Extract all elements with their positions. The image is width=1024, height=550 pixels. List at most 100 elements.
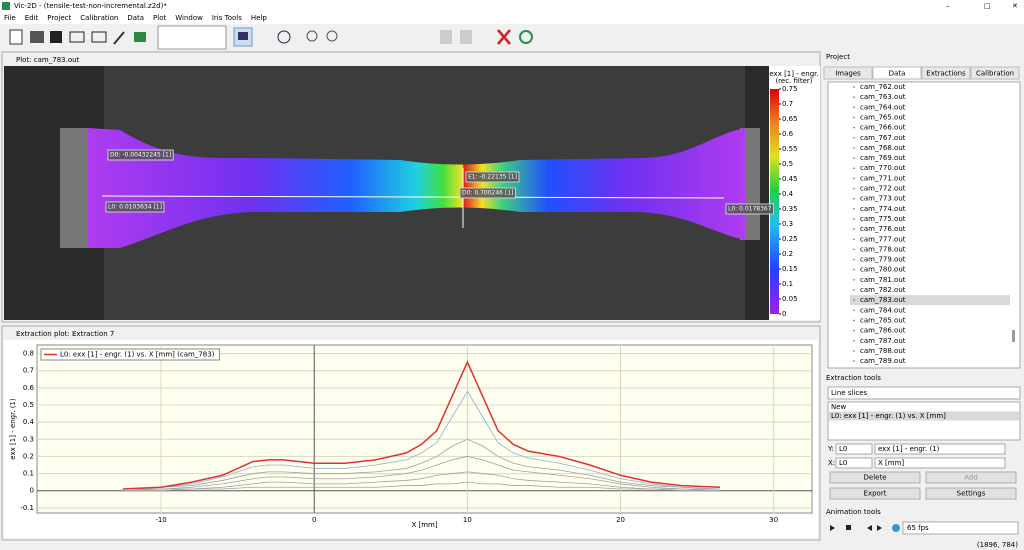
- file-item[interactable]: cam_786.out: [860, 327, 906, 335]
- annotation: L0: 0.0178367: [728, 206, 772, 213]
- colorbar-label: 0: [782, 310, 786, 318]
- menu-item[interactable]: Help: [251, 14, 268, 22]
- selected-item: [829, 411, 1019, 421]
- mode-dropdown[interactable]: [827, 386, 1021, 400]
- menu-item[interactable]: Project: [47, 14, 71, 22]
- extraction-list: [827, 401, 1021, 441]
- menu-item[interactable]: Calibration: [80, 14, 118, 22]
- file-item[interactable]: cam_773.out: [860, 195, 906, 203]
- fps-box[interactable]: [902, 521, 1019, 535]
- button-label: Add: [964, 474, 978, 482]
- file-item[interactable]: cam_779.out: [860, 256, 906, 264]
- annotation: L0: 0.0103634 [1]: [108, 204, 162, 211]
- file-item[interactable]: cam_783.out: [860, 296, 906, 304]
- selected-row: [850, 295, 1010, 306]
- y-tick-label: 0.5: [23, 401, 34, 409]
- window-title: Vic-2D - (tensile-test-non-incremental.z…: [14, 2, 167, 10]
- extraction-tools-title: Extraction tools: [826, 374, 881, 382]
- tree-bullet: [853, 228, 855, 230]
- file-item[interactable]: cam_765.out: [860, 113, 906, 121]
- file-item[interactable]: cam_787.out: [860, 337, 906, 345]
- tab[interactable]: [921, 66, 971, 80]
- colorbar-label: 0.75: [782, 85, 798, 93]
- file-item[interactable]: cam_775.out: [860, 215, 906, 223]
- file-item[interactable]: cam_771.out: [860, 174, 906, 182]
- file-item[interactable]: cam_768.out: [860, 144, 906, 152]
- tab-label: Extractions: [926, 70, 966, 78]
- file-item[interactable]: cam_763.out: [860, 93, 906, 101]
- tree-bullet: [853, 339, 855, 342]
- file-item[interactable]: cam_772.out: [860, 185, 906, 193]
- line-select[interactable]: [835, 457, 873, 469]
- y-tick-label: 0.6: [23, 384, 35, 392]
- file-item[interactable]: cam_776.out: [860, 225, 906, 233]
- x-tick-label: 30: [769, 516, 778, 524]
- annotation-box: [725, 203, 775, 215]
- menu-item[interactable]: Plot: [153, 14, 166, 22]
- extraction-item[interactable]: New: [831, 403, 847, 411]
- file-item[interactable]: cam_782.out: [860, 286, 906, 294]
- tree-bullet: [853, 147, 855, 149]
- minimize[interactable]: –: [946, 2, 950, 10]
- data-line: [122, 471, 721, 492]
- toolbar-icons: [9, 25, 533, 50]
- tab-label: Images: [835, 70, 861, 78]
- extraction-item[interactable]: L0: exx [1] - engr. (1) vs. X [mm]: [831, 412, 946, 420]
- file-item[interactable]: cam_762.out: [860, 83, 906, 91]
- button[interactable]: [829, 471, 921, 484]
- tree-bullet: [853, 167, 855, 169]
- file-item[interactable]: cam_774.out: [860, 205, 906, 213]
- project-title: Project: [826, 53, 850, 61]
- button[interactable]: [925, 471, 1017, 484]
- tree-bullet: [853, 126, 855, 129]
- menu-item[interactable]: Edit: [25, 14, 39, 22]
- file-item[interactable]: cam_767.out: [860, 134, 906, 142]
- file-item[interactable]: cam_777.out: [860, 235, 906, 243]
- var-value: X [mm]: [878, 459, 904, 467]
- var-select[interactable]: [874, 457, 1006, 469]
- file-item[interactable]: cam_789.out: [860, 357, 906, 365]
- menu-item[interactable]: Data: [127, 14, 144, 22]
- y-tick-label: 0.8: [23, 350, 34, 358]
- tab[interactable]: [872, 66, 922, 80]
- tree-bullet: [853, 218, 855, 220]
- tab[interactable]: [823, 66, 873, 80]
- file-item[interactable]: cam_781.out: [860, 276, 906, 284]
- file-item[interactable]: cam_766.out: [860, 124, 906, 132]
- colorbar-label: 0.65: [782, 115, 798, 123]
- var-select[interactable]: [874, 443, 1006, 455]
- colorbar-label: 0.6: [782, 130, 794, 138]
- toolbar: [0, 24, 1024, 51]
- file-item[interactable]: cam_780.out: [860, 266, 906, 274]
- legend-label: L0: exx [1] - engr. (1) vs. X [mm] (cam_…: [60, 351, 215, 359]
- line-select[interactable]: [835, 443, 873, 455]
- button-label: Export: [864, 490, 887, 498]
- x-tick-label: 20: [616, 516, 625, 524]
- button[interactable]: [829, 487, 921, 500]
- file-item[interactable]: cam_785.out: [860, 316, 906, 324]
- colorbar-label: 0.05: [782, 295, 798, 303]
- y-tick-label: 0.4: [23, 418, 35, 426]
- tree-bullet: [853, 177, 855, 180]
- maximize[interactable]: □: [984, 2, 991, 10]
- file-item[interactable]: cam_769.out: [860, 154, 906, 162]
- file-item[interactable]: cam_764.out: [860, 103, 906, 111]
- tab[interactable]: [970, 66, 1020, 80]
- data-line: [122, 360, 721, 490]
- file-item[interactable]: cam_784.out: [860, 306, 906, 314]
- playback-controls[interactable]: [830, 524, 900, 532]
- tree-bullet: [853, 268, 855, 271]
- file-item[interactable]: cam_778.out: [860, 245, 906, 253]
- menu-item[interactable]: Window: [175, 14, 203, 22]
- file-item[interactable]: cam_788.out: [860, 347, 906, 355]
- close[interactable]: ✕: [1012, 2, 1018, 10]
- menu-item[interactable]: Iris Tools: [212, 14, 242, 22]
- app-icon: [2, 2, 10, 10]
- tree-bullet: [853, 197, 855, 200]
- tree-bullet: [853, 136, 855, 139]
- button[interactable]: [925, 487, 1017, 500]
- y-tick-label: 0: [30, 487, 34, 495]
- file-item[interactable]: cam_770.out: [860, 164, 906, 172]
- menu-item[interactable]: File: [4, 14, 16, 22]
